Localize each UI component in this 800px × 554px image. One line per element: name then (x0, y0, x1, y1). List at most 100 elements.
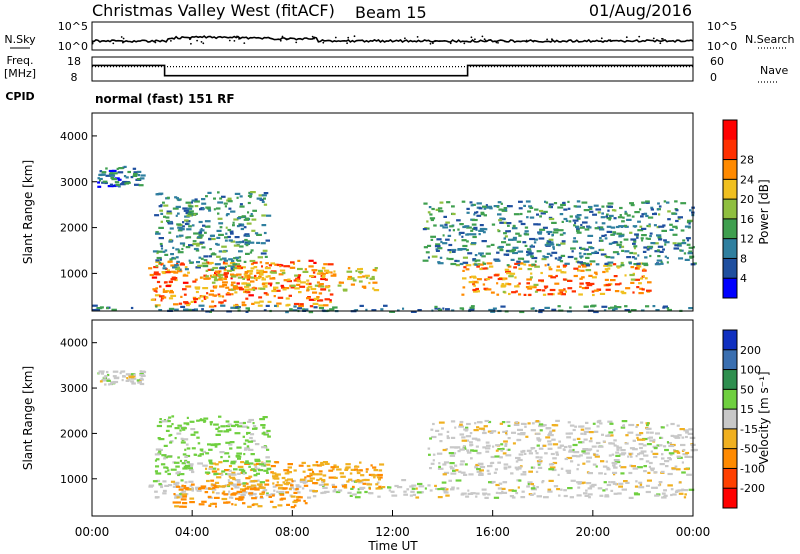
range-gate-cell (359, 486, 366, 489)
range-gate-cell (159, 258, 162, 261)
range-gate-cell (244, 238, 248, 242)
range-gate-cell (206, 292, 209, 295)
range-gate-cell (186, 461, 190, 464)
range-gate-cell (272, 475, 276, 478)
range-gate-cell (604, 472, 607, 475)
range-gate-cell (209, 310, 212, 313)
range-gate-cell (450, 436, 456, 439)
range-gate-cell (479, 227, 486, 231)
range-gate-cell (480, 213, 485, 216)
range-gate-cell (259, 481, 265, 484)
range-gate-cell (535, 452, 539, 455)
range-gate-cell (242, 502, 246, 505)
range-gate-cell (638, 443, 644, 446)
range-gate-cell (122, 370, 126, 373)
range-gate-cell (231, 281, 236, 284)
range-gate-cell (587, 234, 594, 237)
range-gate-cell (667, 218, 671, 221)
range-gate-cell (515, 232, 520, 235)
range-gate-cell (605, 488, 608, 491)
range-gate-cell (496, 293, 500, 296)
range-gate-cell (469, 441, 473, 444)
range-gate-cell (215, 492, 220, 495)
range-gate-cell (275, 461, 280, 464)
time-tick-label: 20:00 (576, 525, 611, 539)
range-gate-cell (308, 265, 314, 268)
range-gate-cell (445, 448, 448, 451)
range-gate-cell (541, 258, 547, 261)
range-gate-cell (506, 420, 511, 424)
range-gate-cell (415, 496, 420, 499)
range-gate-cell (219, 285, 225, 288)
range-gate-cell (239, 203, 243, 206)
range-gate-cell (161, 271, 168, 274)
range-gate-cell (229, 441, 235, 444)
range-gate-cell (677, 217, 681, 220)
range-gate-cell (583, 492, 588, 495)
range-gate-cell (254, 465, 258, 468)
range-gate-cell (256, 241, 260, 244)
range-gate-cell (225, 420, 230, 423)
range-gate-cell (685, 451, 690, 455)
range-gate-cell (545, 201, 549, 204)
range-gate-cell (577, 269, 581, 272)
range-gate-cell (476, 214, 482, 217)
range-gate-cell (224, 469, 230, 472)
range-gate-cell (178, 228, 185, 231)
range-gate-cell (364, 274, 370, 277)
range-gate-cell (478, 263, 484, 266)
range-gate-cell (277, 484, 283, 487)
range-gate-cell (280, 264, 284, 267)
range-gate-cell (195, 287, 200, 290)
range-gate-cell (435, 208, 441, 211)
range-gate-cell (208, 261, 214, 265)
range-gate-cell (261, 446, 267, 449)
range-gate-cell (489, 265, 494, 268)
range-gate-cell (544, 286, 547, 290)
range-gate-cell (499, 217, 505, 220)
range-gate-cell (423, 202, 428, 205)
power-panel-frame (91, 112, 694, 312)
range-gate-cell (202, 450, 207, 453)
range-gate-cell (343, 486, 348, 489)
range-gate-cell (659, 463, 665, 466)
range-gate-cell (467, 252, 473, 255)
range-gate-cell (482, 431, 487, 435)
range-gate-cell (182, 453, 187, 456)
range-gate-cell (267, 300, 272, 303)
range-gate-cell (659, 250, 664, 253)
range-gate-cell (158, 226, 164, 229)
range-gate-cell (222, 485, 227, 488)
range-gate-cell (629, 231, 633, 234)
range-gate-cell (544, 200, 547, 203)
range-gate-cell (516, 260, 521, 263)
range-gate-cell (641, 262, 648, 265)
range-gate-cell (223, 267, 226, 270)
range-gate-cell (427, 447, 431, 450)
range-gate-cell (188, 308, 192, 311)
range-gate-cell (643, 465, 647, 468)
range-gate-cell (548, 217, 555, 221)
range-gate-cell (236, 225, 240, 228)
range-gate-cell (571, 290, 576, 293)
nsearch-point (638, 35, 641, 38)
range-gate-cell (643, 263, 649, 267)
range-gate-cell (530, 483, 534, 486)
range-gate-cell (622, 216, 625, 219)
range-gate-cell (621, 452, 627, 455)
range-gate-cell (265, 304, 270, 307)
range-gate-cell (568, 220, 572, 223)
range-gate-cell (481, 255, 486, 258)
range-gate-cell (245, 297, 249, 300)
range-gate-cell (293, 305, 297, 308)
range-gate-cell (234, 503, 237, 506)
range-gate-cell (300, 478, 306, 481)
range-gate-cell (577, 265, 581, 268)
range-gate-cell (239, 195, 243, 198)
range-gate-cell (186, 207, 193, 210)
range-gate-cell (493, 496, 500, 499)
range-gate-cell (517, 257, 524, 260)
range-gate-cell (168, 240, 173, 243)
range-gate-cell (548, 268, 553, 271)
range-gate-cell (221, 245, 227, 248)
